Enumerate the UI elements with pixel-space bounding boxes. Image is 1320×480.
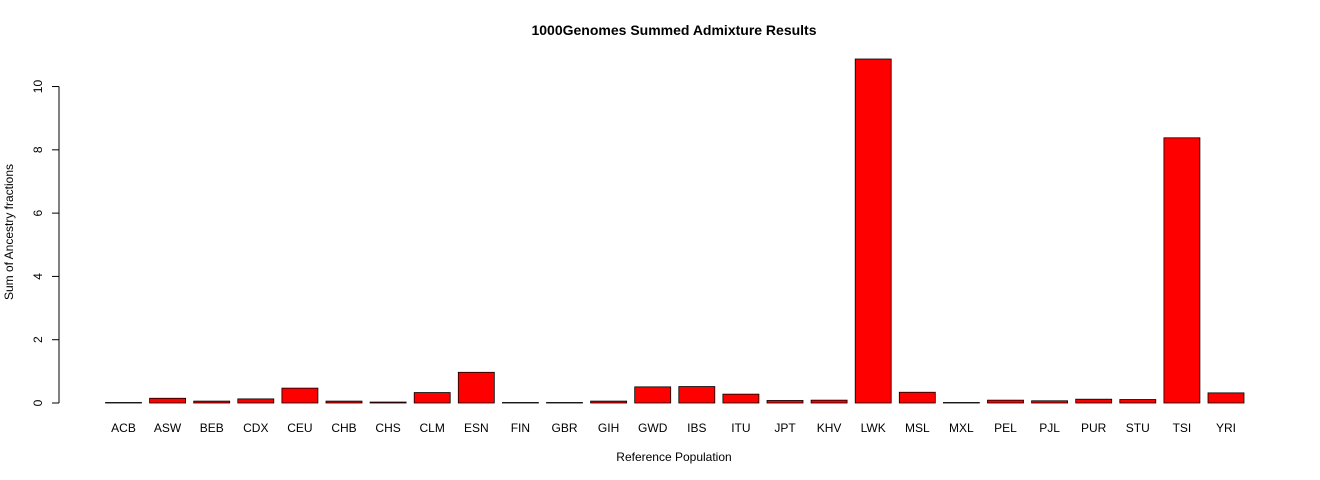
bar-pel xyxy=(987,399,1024,404)
y-tick-label: 6 xyxy=(31,209,45,216)
bar-fin xyxy=(501,402,539,404)
bar-mxl xyxy=(943,402,980,404)
y-axis-label: Sum of Ancestry fractions xyxy=(2,164,16,300)
y-tick-label: 0 xyxy=(31,399,45,406)
bar-beb xyxy=(193,400,231,404)
bar-pjl xyxy=(1031,400,1068,404)
x-tick-label-khv: KHV xyxy=(817,421,842,435)
bar-pur xyxy=(1075,398,1113,404)
bar-jpt xyxy=(766,400,804,404)
bar-asw xyxy=(149,397,187,404)
x-tick-label-pur: PUR xyxy=(1081,421,1107,435)
x-tick-label-tsi: TSI xyxy=(1173,421,1192,435)
x-tick-label-clm: CLM xyxy=(420,421,445,435)
bar-cdx xyxy=(237,398,275,404)
x-tick-label-msl: MSL xyxy=(905,421,930,435)
x-tick-label-gwd: GWD xyxy=(638,421,668,435)
x-tick-label-beb: BEB xyxy=(200,421,224,435)
bar-yri xyxy=(1207,392,1245,404)
bar-ibs xyxy=(678,386,716,404)
x-tick-label-pjl: PJL xyxy=(1039,421,1060,435)
x-tick-label-yri: YRI xyxy=(1216,421,1236,435)
y-axis: 0 2 4 6 8 10 xyxy=(31,80,60,406)
x-tick-label-fin: FIN xyxy=(511,421,530,435)
x-tick-label-gih: GIH xyxy=(598,421,619,435)
y-tick-label: 4 xyxy=(31,273,45,280)
x-tick-label-cdx: CDX xyxy=(243,421,268,435)
bar-msl xyxy=(898,391,936,404)
x-tick-label-itu: ITU xyxy=(731,421,750,435)
x-tick-label-ibs: IBS xyxy=(687,421,706,435)
bar-chb xyxy=(325,400,363,404)
x-tick-label-mxl: MXL xyxy=(949,421,974,435)
bar-itu xyxy=(722,393,760,404)
bar-lwk xyxy=(854,58,892,404)
x-tick-label-pel: PEL xyxy=(994,421,1017,435)
bar-gbr xyxy=(546,402,583,404)
x-tick-label-stu: STU xyxy=(1126,421,1150,435)
bar-khv xyxy=(810,399,848,404)
x-axis-tick-labels: ACB ASW BEB CDX CEU CHB CHS CLM ESN FIN GBR GIH GWD I… xyxy=(111,421,1236,435)
x-tick-label-esn: ESN xyxy=(464,421,489,435)
bar-esn xyxy=(457,371,495,404)
bar-chs xyxy=(369,401,407,404)
x-tick-label-asw: ASW xyxy=(154,421,182,435)
bars xyxy=(105,58,1245,404)
x-tick-label-ceu: CEU xyxy=(287,421,312,435)
x-tick-label-lwk: LWK xyxy=(861,421,886,435)
bar-gih xyxy=(590,400,627,404)
x-tick-label-chb: CHB xyxy=(331,421,356,435)
bar-ceu xyxy=(281,387,319,404)
chart-title: 1000Genomes Summed Admixture Results xyxy=(531,22,816,38)
x-tick-label-acb: ACB xyxy=(111,421,136,435)
bar-gwd xyxy=(634,386,672,404)
x-axis-label: Reference Population xyxy=(616,450,731,464)
bar-stu xyxy=(1119,399,1157,404)
bar-clm xyxy=(413,392,451,404)
y-tick-label: 8 xyxy=(31,146,45,153)
x-tick-label-jpt: JPT xyxy=(774,421,796,435)
bar-acb xyxy=(105,402,142,404)
x-tick-label-gbr: GBR xyxy=(551,421,577,435)
x-tick-label-chs: CHS xyxy=(375,421,400,435)
y-tick-label: 2 xyxy=(31,336,45,343)
y-tick-label: 10 xyxy=(31,80,45,94)
bar-tsi xyxy=(1163,137,1201,404)
